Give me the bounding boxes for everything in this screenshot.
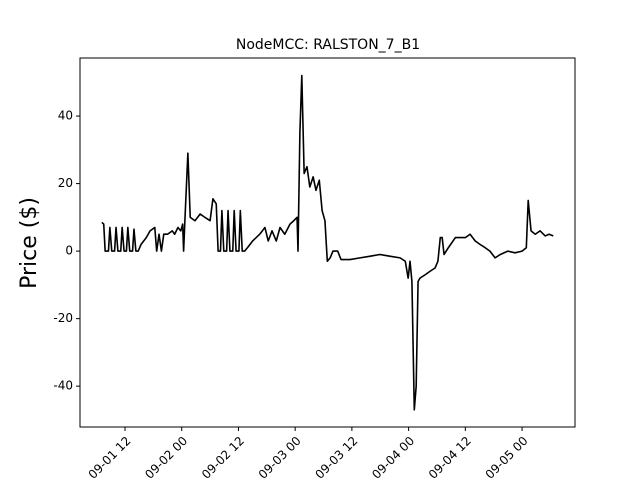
chart-title: NodeMCC: RALSTON_7_B1 (236, 37, 420, 53)
plot-frame (79, 57, 576, 428)
y-tick-label: -40 (53, 379, 73, 393)
y-tick-label: 20 (58, 176, 73, 190)
y-tick-label: -20 (53, 311, 73, 325)
price-line (101, 74, 554, 411)
y-tick-label: 0 (65, 244, 73, 258)
y-axis-label: Price ($) (17, 197, 42, 289)
y-tick-label: 40 (58, 109, 73, 123)
